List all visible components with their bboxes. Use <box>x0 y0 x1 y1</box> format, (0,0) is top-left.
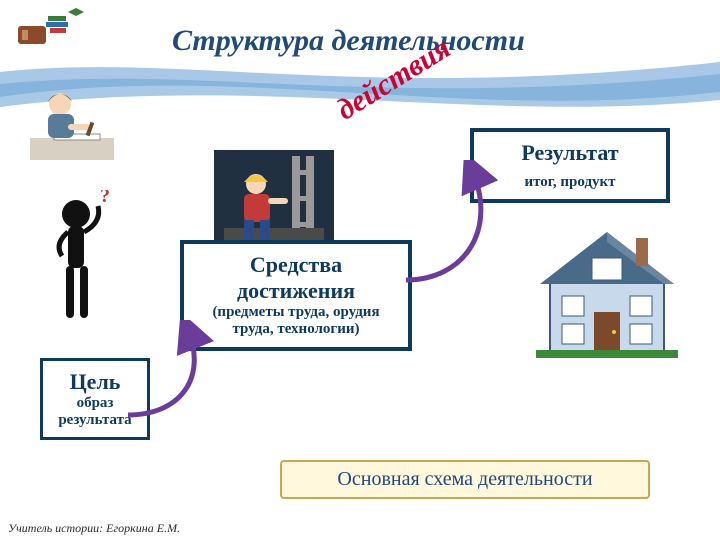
page-title: Структура деятельности <box>172 24 525 58</box>
thinking-person-icon: ? <box>40 190 130 340</box>
books-and-bag-icon <box>16 6 86 50</box>
construction-worker-icon <box>214 150 334 250</box>
box-means-title1: Средства <box>194 252 398 278</box>
arrow-means-to-result <box>394 160 514 290</box>
footer-credit: Учитель истории: Егоркина Е.М. <box>8 521 180 536</box>
caption-box: Основная схема деятельности <box>280 460 650 499</box>
person-writing-icon <box>24 80 120 168</box>
house-icon <box>532 220 682 360</box>
arrow-goal-to-means <box>118 320 228 430</box>
caption-text: Основная схема деятельности <box>337 468 592 490</box>
box-means-title2: достижения <box>194 278 398 304</box>
svg-text:?: ? <box>100 190 110 207</box>
